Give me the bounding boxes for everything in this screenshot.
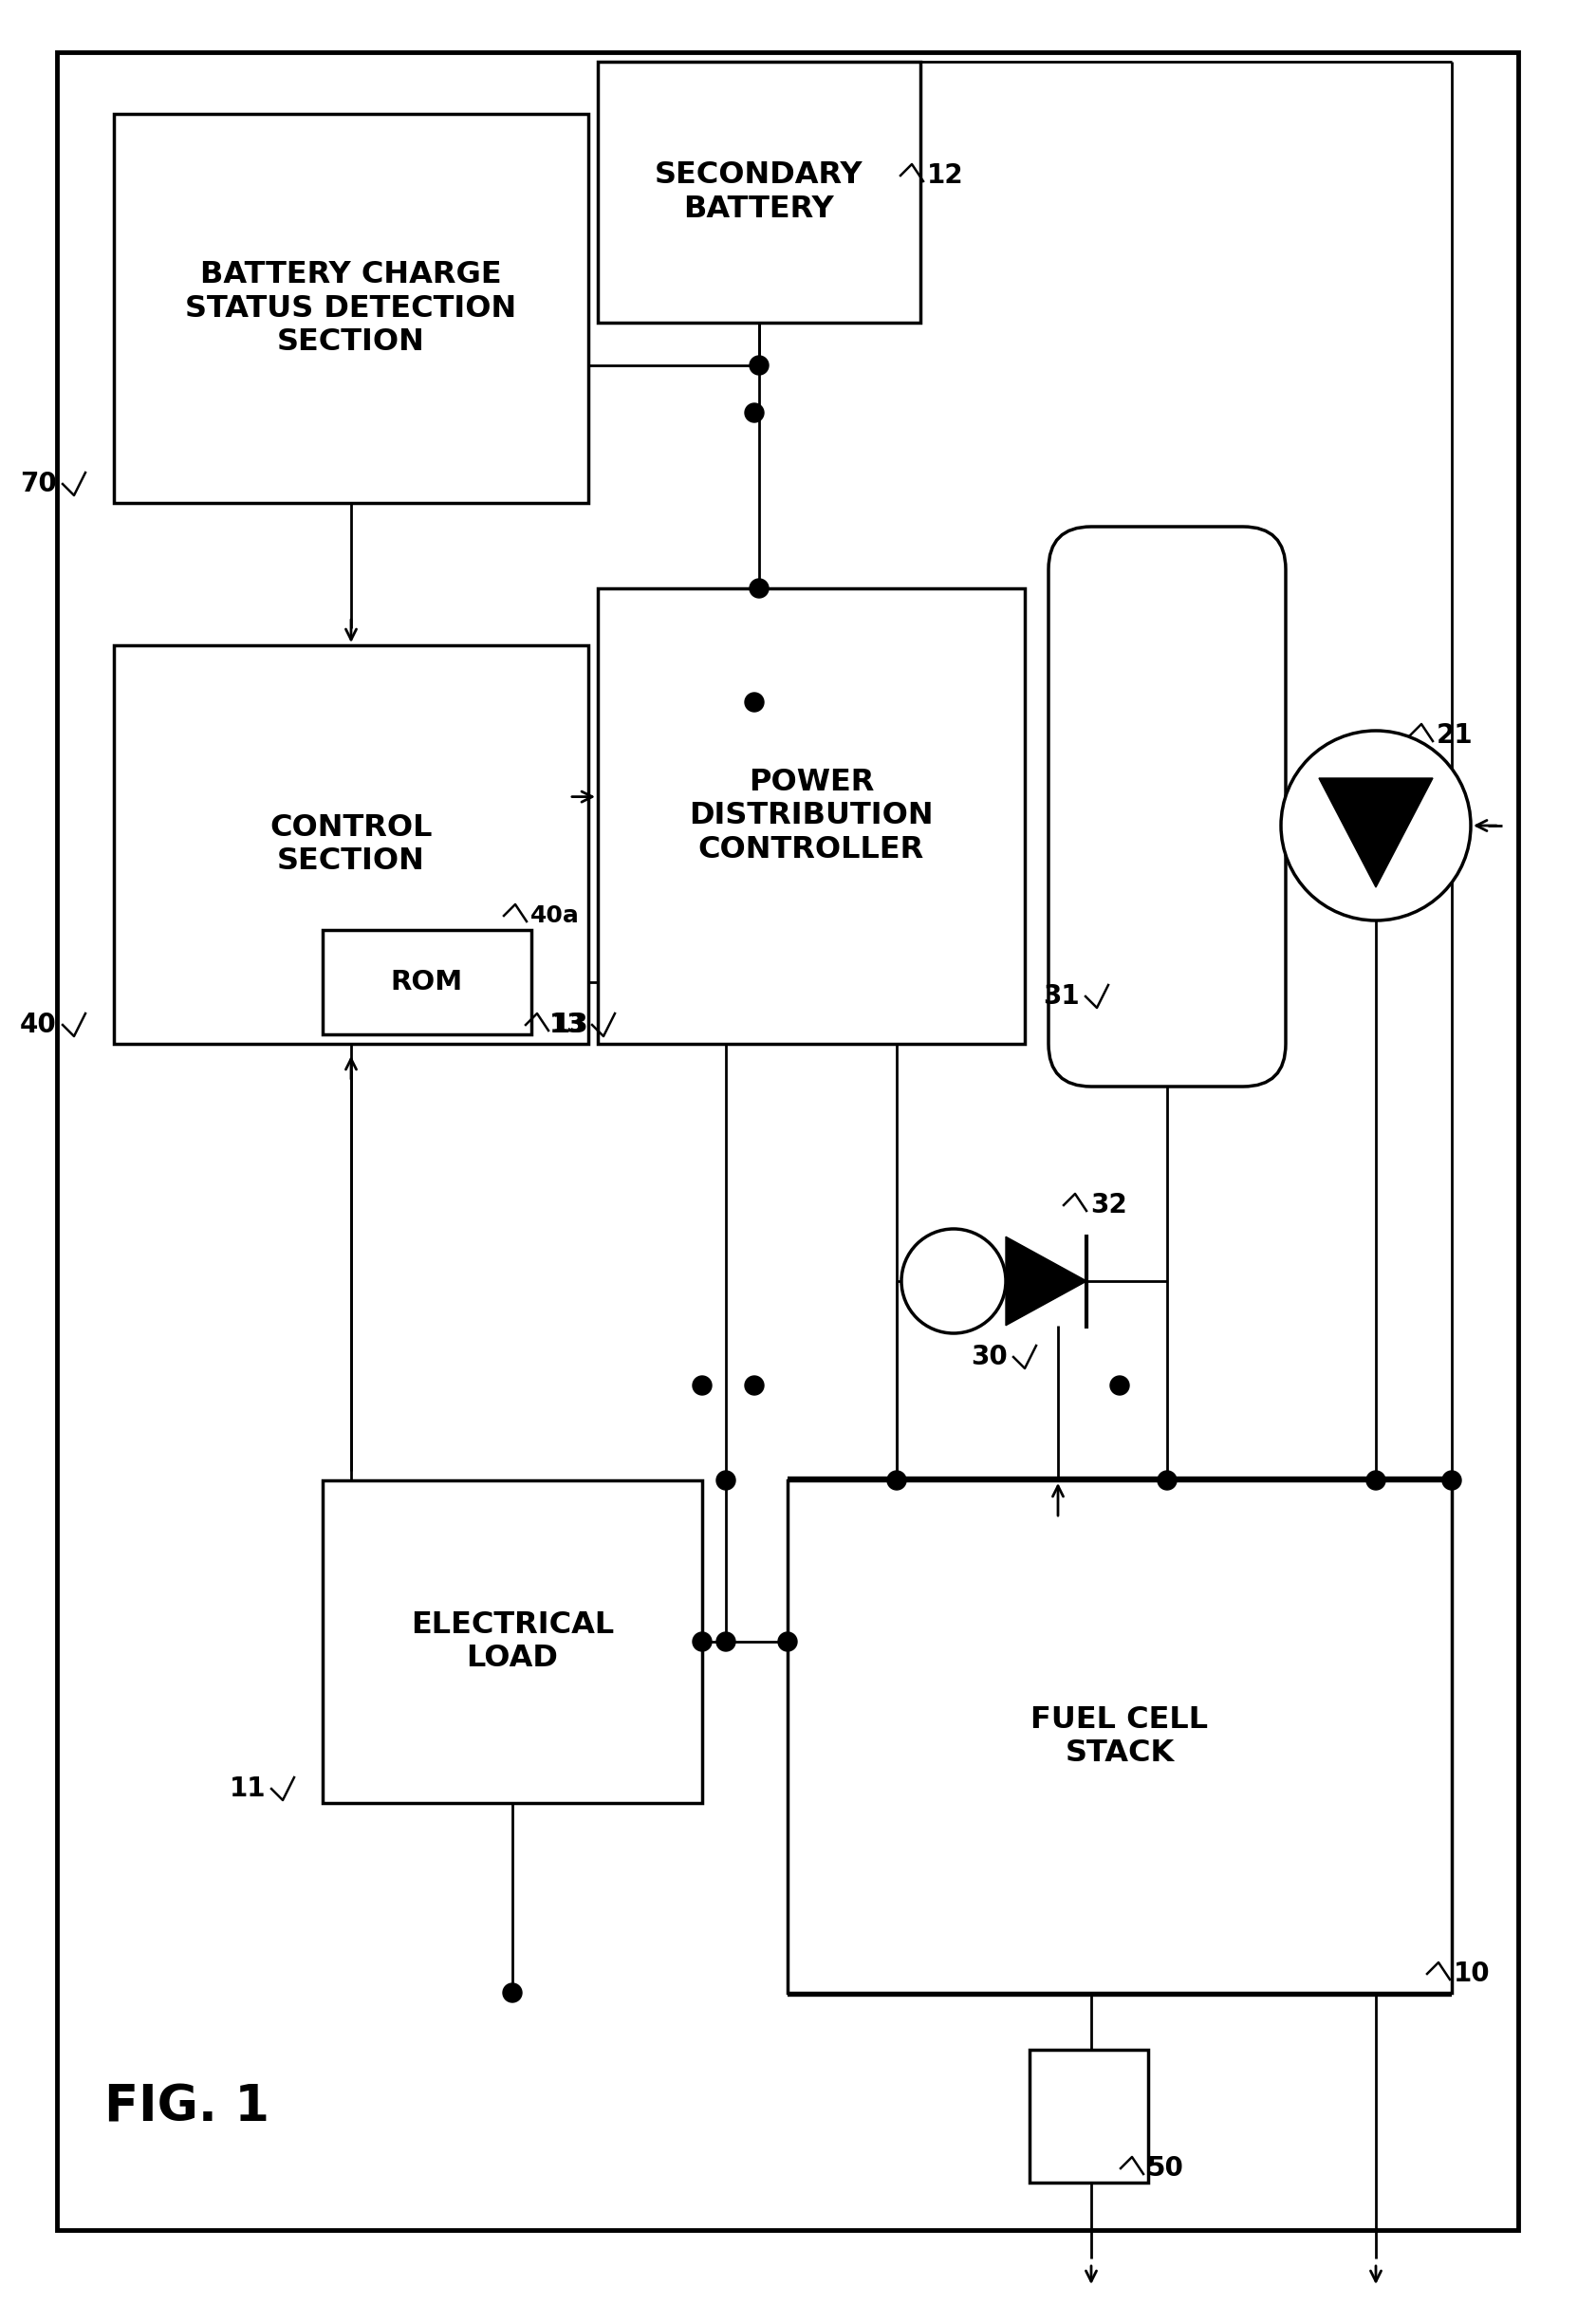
Bar xyxy=(322,929,531,1035)
Text: ELECTRICAL
LOAD: ELECTRICAL LOAD xyxy=(410,1609,614,1673)
Circle shape xyxy=(1280,731,1470,920)
Text: BATTERY CHARGE
STATUS DETECTION
SECTION: BATTERY CHARGE STATUS DETECTION SECTION xyxy=(185,260,517,357)
Polygon shape xyxy=(1318,779,1432,887)
Circle shape xyxy=(744,403,763,422)
Bar xyxy=(113,645,587,1044)
Text: 30: 30 xyxy=(970,1344,1007,1369)
Text: FIG. 1: FIG. 1 xyxy=(104,2081,270,2132)
Circle shape xyxy=(1157,1471,1176,1489)
Text: 13: 13 xyxy=(549,1012,586,1037)
Bar xyxy=(322,1480,702,1803)
Text: 40: 40 xyxy=(21,1012,57,1037)
Circle shape xyxy=(749,579,768,597)
Text: CONTROL
SECTION: CONTROL SECTION xyxy=(270,814,433,876)
FancyBboxPatch shape xyxy=(1049,526,1285,1086)
Text: 31: 31 xyxy=(1042,984,1079,1010)
Circle shape xyxy=(1366,1471,1384,1489)
Text: 50: 50 xyxy=(1146,2155,1183,2181)
Text: 40a: 40a xyxy=(530,904,579,927)
Circle shape xyxy=(900,1229,1005,1332)
Circle shape xyxy=(693,1632,712,1650)
Text: 12: 12 xyxy=(927,161,962,189)
Circle shape xyxy=(1109,1376,1128,1395)
Polygon shape xyxy=(1005,1238,1085,1325)
Text: 32: 32 xyxy=(1090,1192,1127,1219)
Circle shape xyxy=(744,694,763,712)
Circle shape xyxy=(1441,1471,1460,1489)
Circle shape xyxy=(693,1376,712,1395)
Bar xyxy=(597,62,919,323)
Circle shape xyxy=(777,1632,796,1650)
Circle shape xyxy=(503,1982,522,2003)
Text: FUEL CELL
STACK: FUEL CELL STACK xyxy=(1031,1706,1208,1768)
Text: 10: 10 xyxy=(1452,1962,1489,1987)
Circle shape xyxy=(717,1471,734,1489)
Text: 21: 21 xyxy=(1436,721,1473,749)
Circle shape xyxy=(744,1376,763,1395)
Text: 11: 11 xyxy=(228,1775,265,1803)
Text: SECONDARY
BATTERY: SECONDARY BATTERY xyxy=(654,161,863,224)
Text: 70: 70 xyxy=(21,470,57,498)
Circle shape xyxy=(717,1632,734,1650)
Bar xyxy=(113,113,587,502)
Bar xyxy=(1029,2049,1148,2183)
Bar xyxy=(597,588,1025,1044)
Circle shape xyxy=(887,1471,905,1489)
Circle shape xyxy=(749,355,768,376)
Text: POWER
DISTRIBUTION
CONTROLLER: POWER DISTRIBUTION CONTROLLER xyxy=(688,768,934,864)
Text: ROM: ROM xyxy=(391,968,463,996)
Bar xyxy=(787,1480,1451,1994)
Text: 13: 13 xyxy=(552,1012,589,1037)
